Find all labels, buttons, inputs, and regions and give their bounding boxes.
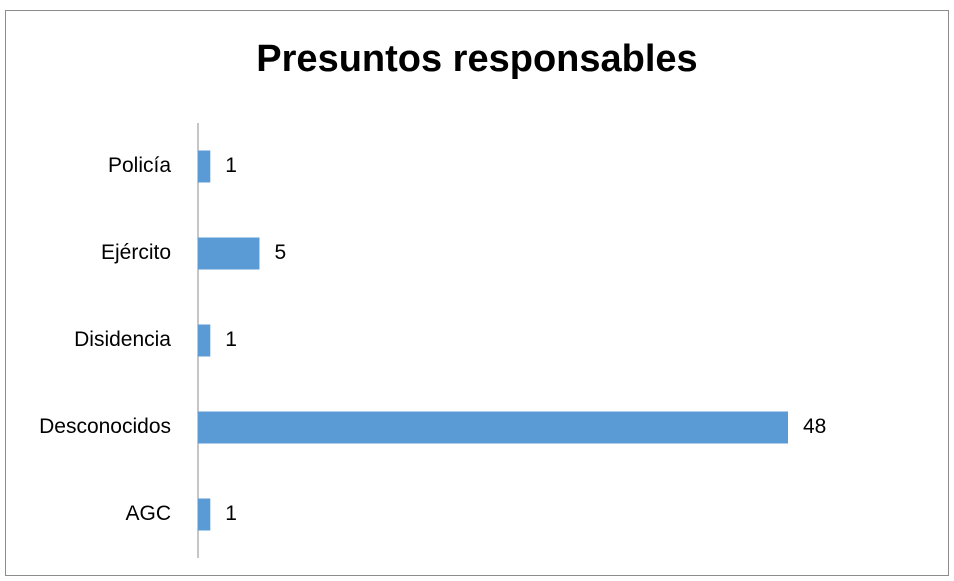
category-label-1: Ejército <box>101 241 171 264</box>
bar-2 <box>198 324 211 357</box>
value-label-0: 1 <box>225 154 237 177</box>
value-labels-group: 1 5 1 48 1 <box>225 154 826 525</box>
chart-frame <box>5 10 949 576</box>
category-label-4: AGC <box>125 502 171 525</box>
bar-3 <box>198 411 788 444</box>
category-label-0: Policía <box>108 154 171 177</box>
chart-title: Presuntos responsables <box>256 38 698 80</box>
value-label-3: 48 <box>803 415 826 438</box>
value-label-4: 1 <box>225 502 237 525</box>
bars-group <box>198 150 788 531</box>
category-label-2: Disidencia <box>74 328 171 351</box>
bar-0 <box>198 150 211 183</box>
bar-1 <box>198 237 260 270</box>
category-label-3: Desconocidos <box>39 415 171 438</box>
category-labels-group: Policía Ejército Disidencia Desconocidos AGC <box>39 154 171 525</box>
value-label-2: 1 <box>225 328 237 351</box>
value-label-1: 5 <box>274 241 286 264</box>
bar-4 <box>198 498 211 531</box>
